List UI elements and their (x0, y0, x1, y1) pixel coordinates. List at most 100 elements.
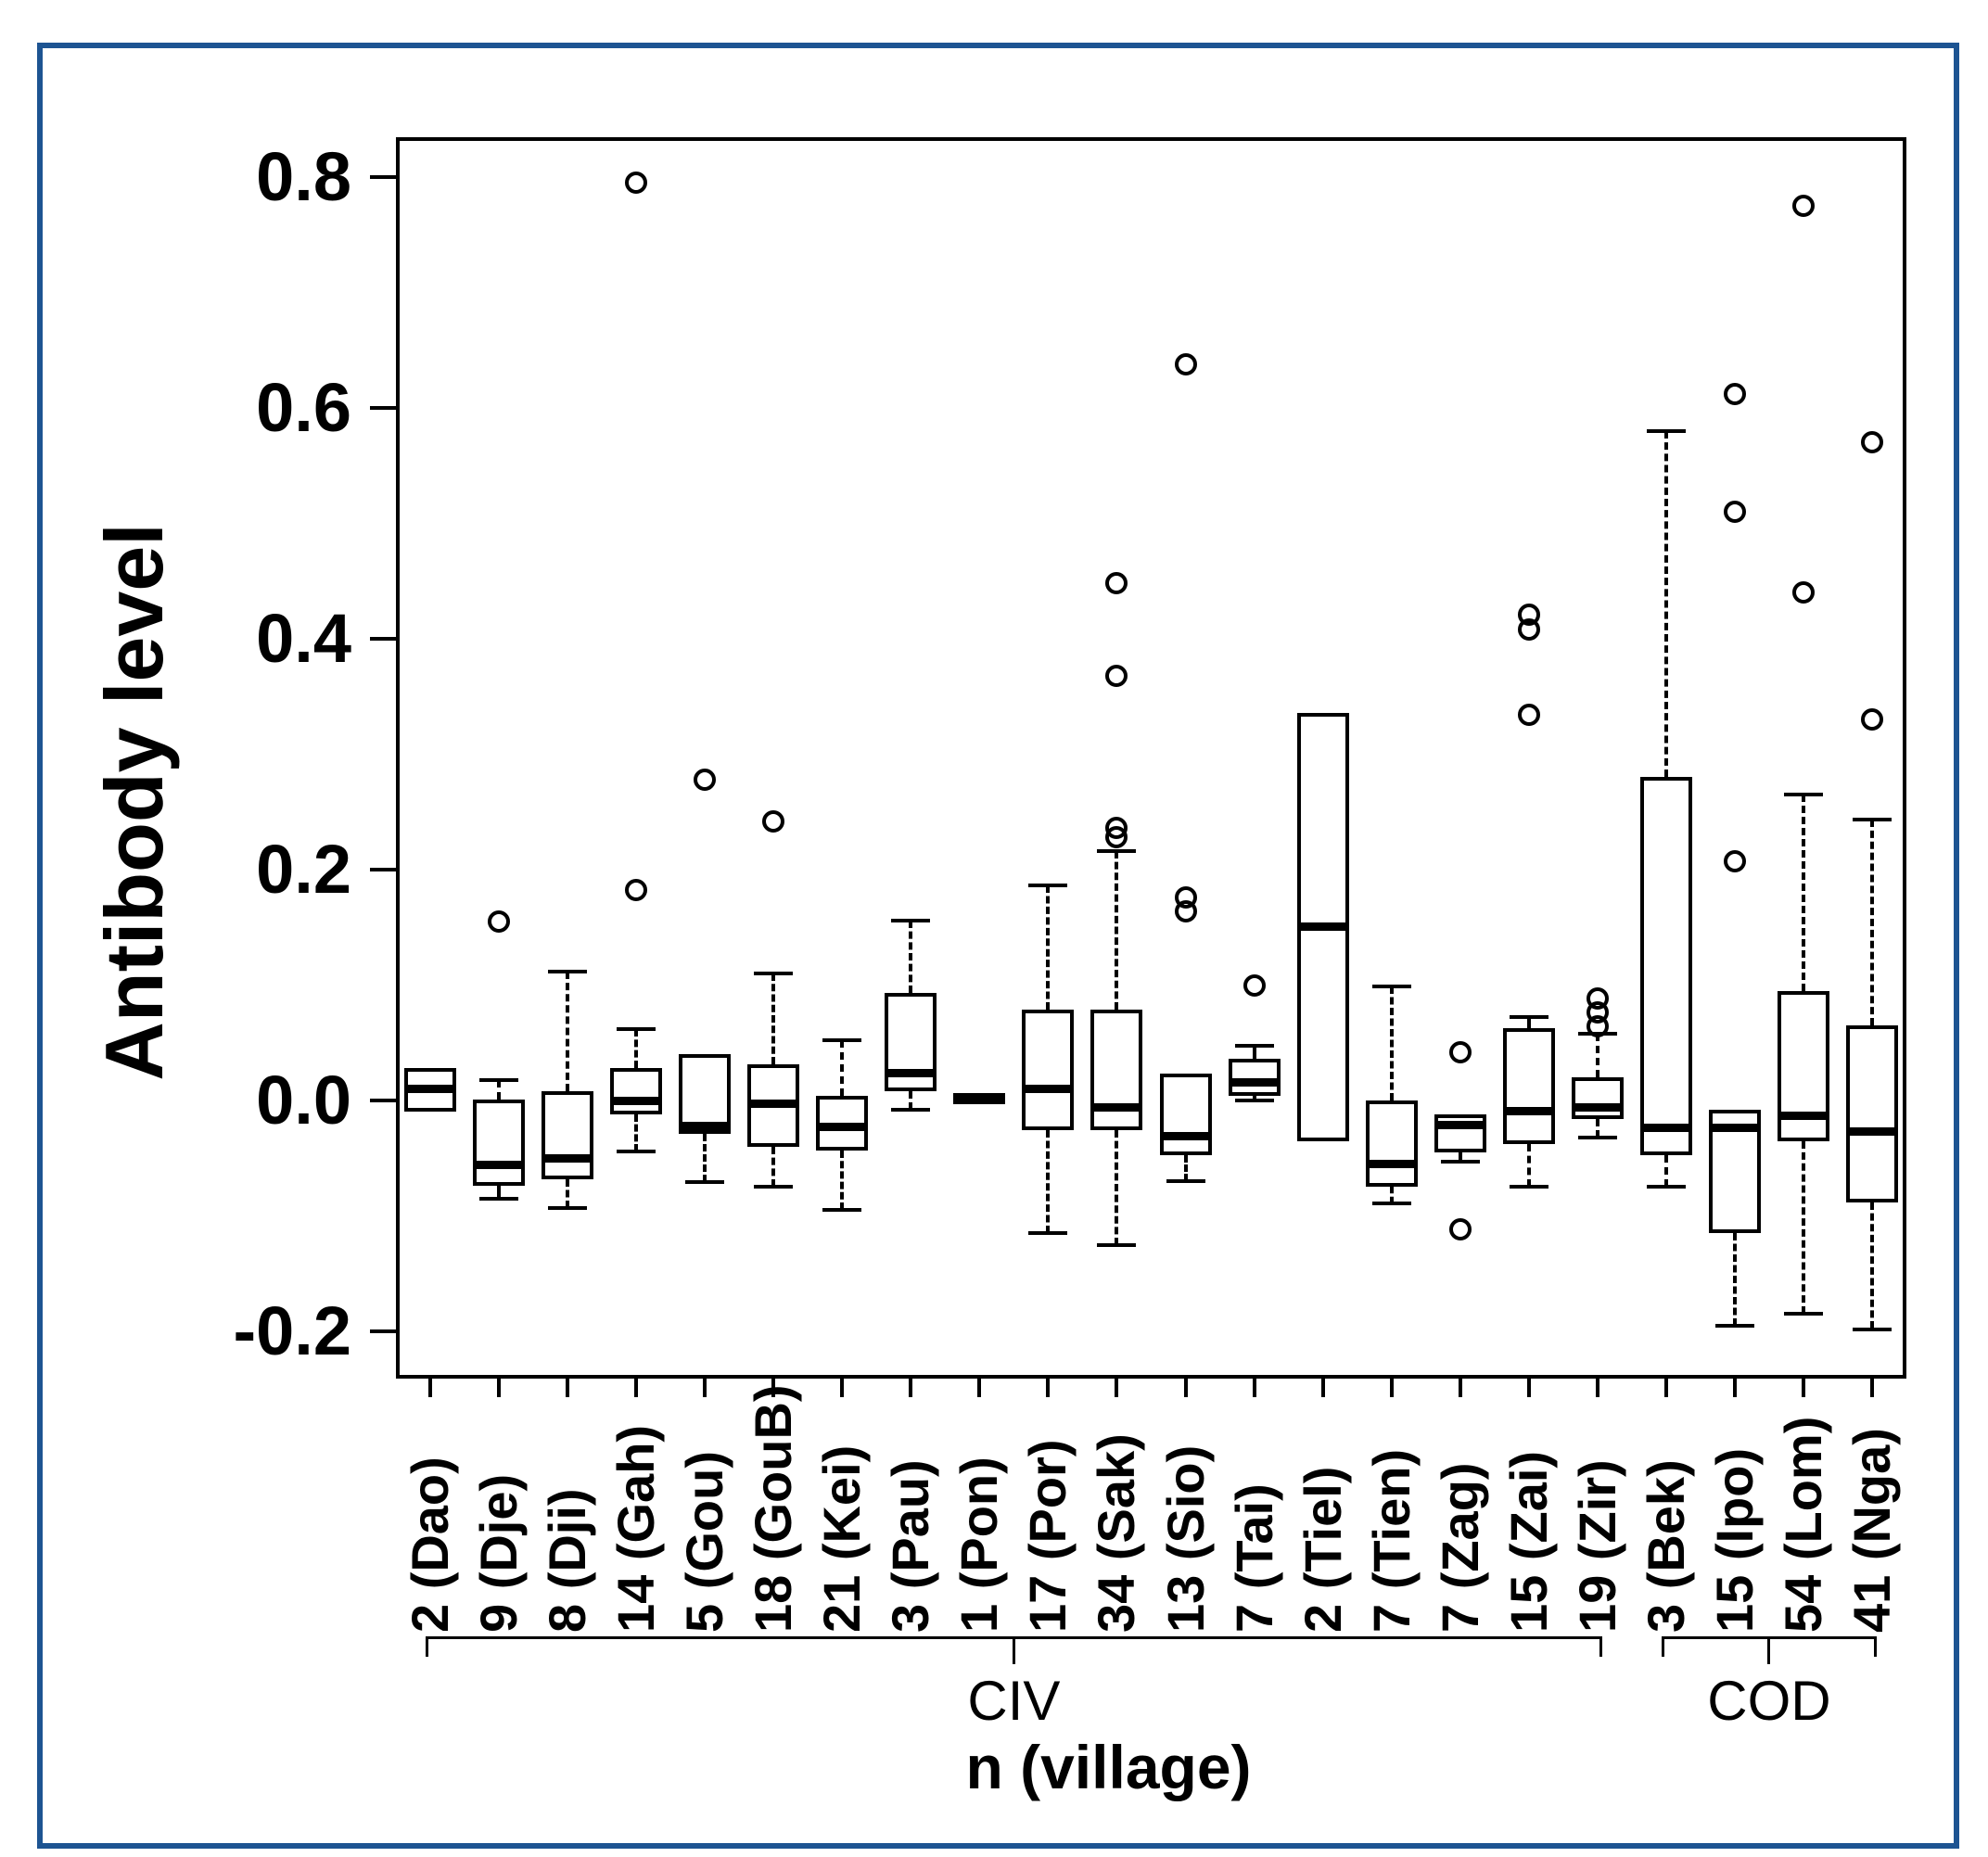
x-axis-label-Tiel: 2 (Tiel) (1293, 1466, 1352, 1633)
x-axis-label-Dao: 2 (Dao) (401, 1456, 460, 1633)
whisker-lower-cap-Kei (822, 1208, 862, 1213)
box-Gah (610, 1068, 663, 1114)
box-Sio (1159, 1074, 1212, 1155)
x-axis-tick (1115, 1379, 1119, 1397)
x-axis-tick (1389, 1379, 1394, 1397)
x-axis-label-Lom: 54 (Lom) (1773, 1416, 1832, 1633)
x-axis-label-GouB: 18 (GouB) (744, 1384, 803, 1633)
median-Por (1022, 1085, 1075, 1094)
whisker-upper-cap-Tien (1371, 984, 1411, 988)
whisker-upper-cap-Lom (1783, 793, 1823, 797)
group-bracket-end (1599, 1636, 1602, 1657)
x-axis-label-wrap: 54 (Lom) (1772, 1401, 1835, 1633)
y-axis-tick (370, 406, 396, 410)
outlier-Sak (1105, 664, 1128, 687)
x-axis-tick (566, 1379, 570, 1397)
median-Pau (885, 1068, 937, 1077)
whisker-upper-cap-Bek (1646, 428, 1686, 433)
group-label-COD: COD (1707, 1670, 1831, 1732)
whisker-upper-Por (1046, 885, 1051, 1010)
group-bracket-mid (1767, 1636, 1771, 1664)
whisker-lower-Bek (1663, 1154, 1668, 1188)
box-Zir (1571, 1077, 1624, 1119)
x-axis-label-wrap: 7 (Tien) (1360, 1401, 1423, 1633)
whisker-lower-Dje (497, 1186, 502, 1199)
box-Zai (1502, 1027, 1555, 1145)
whisker-upper-Zai (1526, 1017, 1531, 1028)
whisker-lower-cap-Gah (617, 1149, 656, 1153)
median-Nga (1845, 1127, 1898, 1137)
x-axis-tick (771, 1379, 776, 1397)
group-bracket-end (426, 1636, 429, 1657)
whisker-lower-cap-Dji (548, 1205, 588, 1210)
whisker-lower-Tien (1389, 1187, 1394, 1203)
x-axis-label-wrap: 8 (Dji) (536, 1401, 599, 1633)
median-Dao (404, 1085, 457, 1094)
outlier-Sak (1105, 572, 1128, 595)
x-axis-label-wrap: 3 (Pau) (879, 1401, 942, 1633)
y-axis-tick (370, 1329, 396, 1333)
median-Tien (1365, 1159, 1418, 1168)
x-axis-label-wrap: 15 (Zai) (1497, 1401, 1561, 1633)
whisker-upper-cap-Por (1028, 884, 1068, 888)
x-axis-label-wrap: 18 (GouB) (742, 1384, 805, 1633)
median-Zir (1571, 1102, 1624, 1112)
x-axis-label-Dji: 8 (Dji) (538, 1488, 597, 1633)
y-axis-tick-label: 0.2 (256, 831, 351, 908)
x-axis-label-wrap: 5 (Gou) (673, 1401, 736, 1633)
y-axis-tick-label: 0.6 (256, 369, 351, 446)
whisker-upper-Gah (634, 1028, 639, 1069)
box-Dji (542, 1091, 594, 1179)
y-axis-tick-label: 0.0 (256, 1062, 351, 1138)
x-axis-tick (1183, 1379, 1188, 1397)
whisker-upper-cap-Tai (1234, 1044, 1274, 1049)
outlier-Zir (1586, 1015, 1609, 1038)
whisker-lower-cap-Zir (1577, 1135, 1617, 1139)
y-axis-tick (370, 637, 396, 641)
whisker-upper-Tien (1389, 986, 1394, 1100)
median-Ipo (1708, 1124, 1761, 1133)
whisker-lower-cap-Lom (1783, 1312, 1823, 1316)
y-axis-tick-label: -0.2 (233, 1292, 351, 1369)
whisker-lower-cap-GouB (754, 1185, 794, 1189)
median-Kei (816, 1123, 869, 1132)
whisker-lower-Sio (1183, 1154, 1188, 1182)
x-axis-tick (1801, 1379, 1805, 1397)
whisker-upper-Lom (1801, 795, 1805, 991)
whisker-lower-cap-Sak (1097, 1242, 1137, 1247)
x-axis-label-wrap: 7 (Tai) (1223, 1401, 1286, 1633)
whisker-upper-Zir (1595, 1033, 1599, 1078)
x-axis-title: n (village) (965, 1733, 1252, 1801)
outlier-Gah (625, 172, 648, 195)
whisker-lower-cap-Tai (1234, 1099, 1274, 1102)
whisker-upper-cap-Nga (1852, 818, 1892, 822)
x-axis-label-wrap: 2 (Dao) (399, 1401, 462, 1633)
median-GouB (747, 1100, 800, 1109)
x-axis-label-wrap: 19 (Zir) (1566, 1401, 1629, 1633)
whisker-upper-Bek (1663, 430, 1668, 778)
whisker-lower-Lom (1801, 1140, 1805, 1315)
x-axis-label-wrap: 13 (Sio) (1154, 1401, 1217, 1633)
outlier-Gah (625, 879, 648, 902)
x-axis-label-Zag: 7 (Zag) (1430, 1462, 1489, 1633)
whisker-lower-GouB (771, 1146, 776, 1188)
x-axis-tick (703, 1379, 707, 1397)
whisker-lower-Nga (1869, 1202, 1874, 1329)
x-axis-label-wrap: 41 (Nga) (1841, 1401, 1904, 1633)
whisker-lower-cap-Zai (1509, 1185, 1548, 1189)
x-axis-label-wrap: 21 (Kei) (810, 1401, 873, 1633)
box-Bek (1639, 777, 1692, 1155)
box-Sak (1090, 1009, 1143, 1131)
group-bracket-end (1661, 1636, 1664, 1657)
outlier-Dje (488, 910, 511, 934)
median-Zai (1502, 1106, 1555, 1115)
x-axis-tick (1869, 1379, 1874, 1397)
x-axis-label-wrap: 9 (Dje) (467, 1401, 530, 1633)
y-axis-tick-label: 0.8 (256, 138, 351, 215)
x-axis-tick (1595, 1379, 1599, 1397)
whisker-lower-cap-Bek (1646, 1185, 1686, 1189)
x-axis-label-Zir: 19 (Zir) (1567, 1459, 1626, 1633)
whisker-upper-Sak (1115, 851, 1119, 1010)
whisker-lower-cap-Pau (891, 1107, 931, 1112)
x-axis-tick (497, 1379, 502, 1397)
